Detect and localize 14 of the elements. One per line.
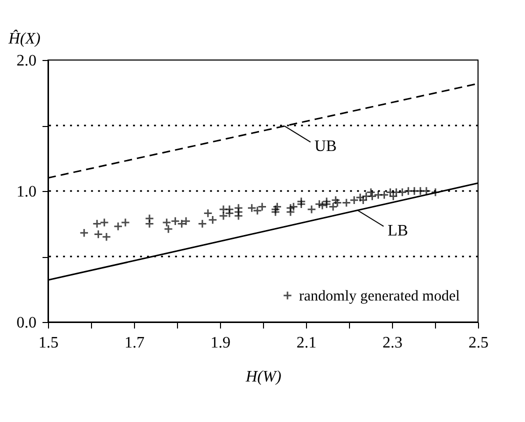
x-axis-title: H(W) [244,368,282,386]
x-tick-label: 1.7 [124,334,144,352]
series-label: UB [314,138,337,156]
y-tick-label: 1.0 [16,184,36,200]
y-tick-label: 2.0 [16,52,36,70]
series-label: LB [388,222,408,240]
legend-label: randomly generated model [299,288,460,304]
y-axis-title: Ĥ(X) [8,30,40,48]
x-tick-label: 1.9 [210,334,230,352]
x-tick-label: 2.5 [468,334,488,352]
x-tick-label: 1.5 [38,334,58,352]
y-tick-label: 0.0 [16,314,36,332]
x-tick-label: 2.3 [382,334,402,352]
x-tick-label: 2.1 [296,334,316,352]
